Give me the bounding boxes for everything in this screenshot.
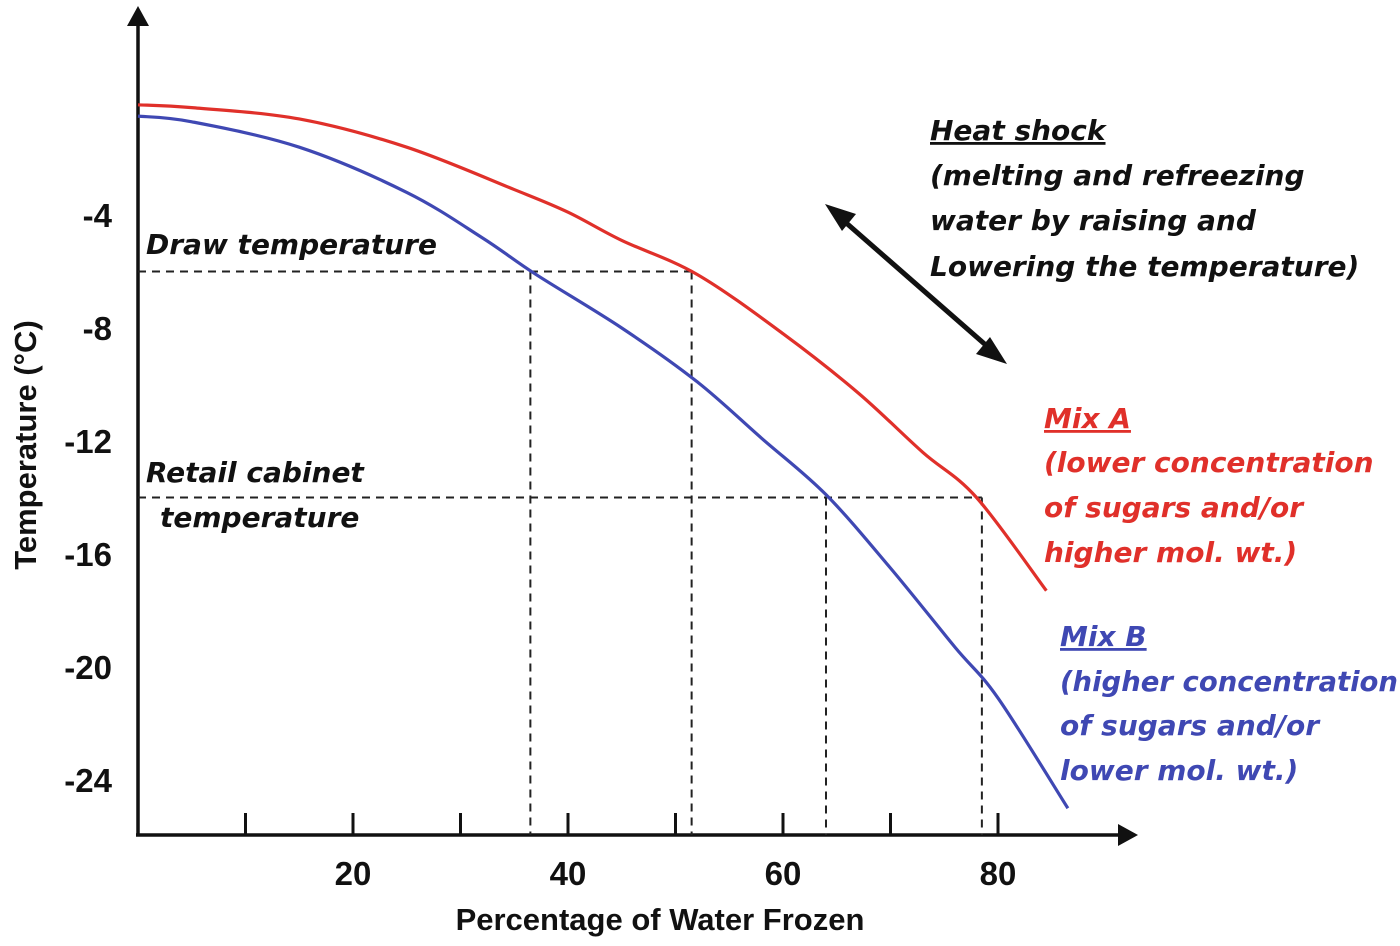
heat-shock-annotation: Heat shock (melting and refreezing water… [825,114,1359,364]
retail-cabinet-label-line1: Retail cabinet [146,456,365,489]
y-tick-label: -20 [64,649,112,686]
y-axis-arrow [127,6,149,26]
heat-shock-arrowhead-end [976,337,1007,364]
heat-shock-line2: water by raising and [930,204,1257,237]
mix-a-curve [137,103,1048,592]
mix-a-title: Mix A [1044,402,1131,435]
heat-shock-title: Heat shock [930,114,1108,147]
x-tick-label: 60 [765,855,802,892]
y-axis-title: Temperature (°C) [8,320,43,570]
heat-shock-arrowhead-start [825,204,856,231]
y-tick-label: -4 [83,197,113,234]
heat-shock-line3: Lowering the temperature) [930,250,1359,283]
x-axis-title: Percentage of Water Frozen [456,902,865,937]
mix-b-annotation: Mix B (higher concentration of sugars an… [1060,620,1398,787]
y-tick-label: -16 [64,536,112,573]
mix-b-line3: lower mol. wt.) [1060,754,1298,787]
mix-b-curve [137,114,1070,810]
heat-shock-double-arrow [834,212,998,356]
x-tick-label: 20 [335,855,372,892]
y-tick-label: -24 [64,762,112,799]
y-tick-label: -8 [83,310,112,347]
mix-a-line3: higher mol. wt.) [1044,536,1297,569]
mix-a-line2: of sugars and/or [1044,491,1305,524]
heat-shock-line1: (melting and refreezing [930,159,1305,192]
x-tick-label: 80 [980,855,1017,892]
y-tick-label: -12 [64,423,112,460]
x-tick-label: 40 [550,855,587,892]
retail-cabinet-label-line2: temperature [160,501,359,534]
mix-a-line1: (lower concentration [1044,446,1374,479]
mix-a-annotation: Mix A (lower concentration of sugars and… [1044,402,1374,569]
mix-b-title: Mix B [1060,620,1147,653]
mix-b-line2: of sugars and/or [1060,709,1321,742]
draw-temperature-label: Draw temperature [146,228,437,261]
x-axis-arrow [1118,824,1138,846]
mix-b-line1: (higher concentration [1060,665,1398,698]
